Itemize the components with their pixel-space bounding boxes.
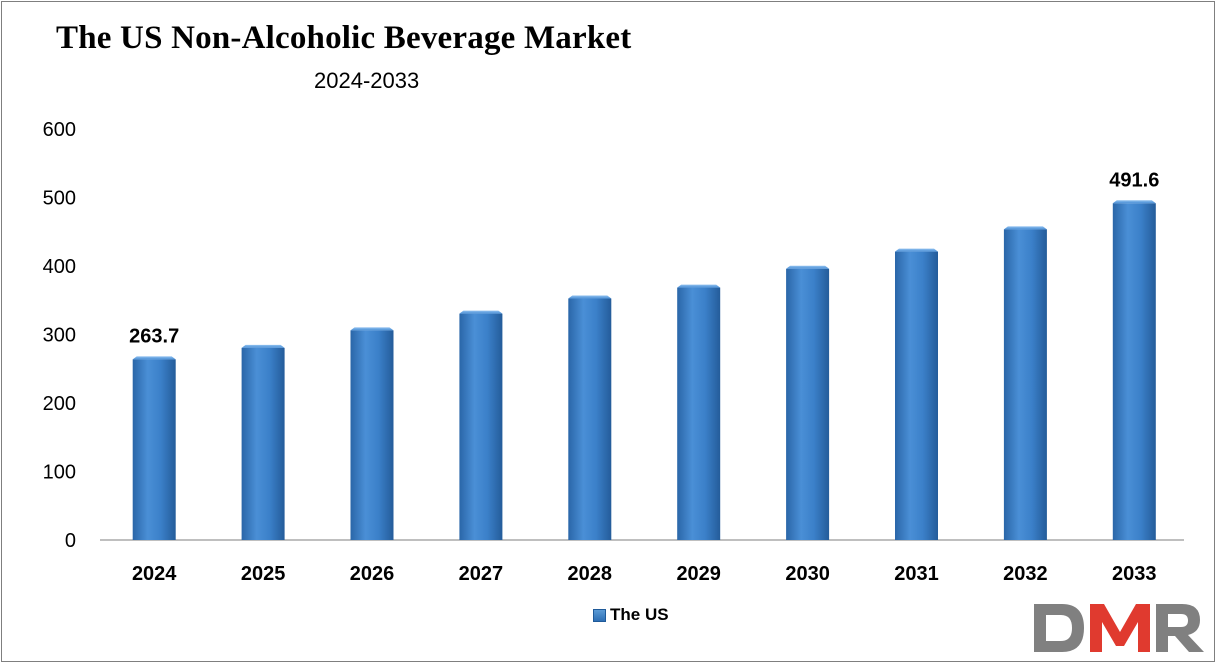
- bar: [1112, 203, 1156, 540]
- y-tick-label: 300: [43, 325, 76, 347]
- x-tick-label: 2031: [894, 563, 939, 585]
- x-tick-label: 2028: [568, 563, 613, 585]
- legend-label: The US: [610, 605, 669, 624]
- y-tick-label: 0: [65, 530, 76, 552]
- bar-group: [132, 356, 176, 540]
- data-label: 263.7: [129, 325, 179, 347]
- bar-group: [677, 284, 721, 540]
- bar: [132, 359, 176, 540]
- x-tick-label: 2025: [241, 563, 286, 585]
- bar-cap: [568, 295, 612, 299]
- x-tick-label: 2030: [785, 563, 830, 585]
- bar-group: [786, 265, 830, 540]
- dmr-logo: [1034, 604, 1204, 652]
- bar: [786, 268, 830, 540]
- y-tick-label: 400: [43, 256, 76, 278]
- bar-group: [350, 327, 394, 540]
- bar-cap: [895, 248, 938, 252]
- bar-cap: [677, 284, 721, 288]
- y-tick-label: 500: [43, 188, 76, 210]
- x-tick-label: 2026: [350, 563, 395, 585]
- bar-group: [241, 344, 285, 540]
- legend-swatch: [593, 608, 606, 622]
- bar-group: [568, 295, 612, 540]
- bar: [677, 287, 721, 540]
- bar: [350, 330, 394, 540]
- x-tick-label: 2024: [132, 563, 177, 585]
- chart-title: The US Non-Alcoholic Beverage Market: [56, 20, 632, 56]
- bar-group: [459, 310, 503, 540]
- bar-cap: [241, 344, 285, 348]
- y-tick-label: 100: [43, 462, 76, 484]
- data-label: 491.6: [1109, 169, 1159, 191]
- bar: [568, 298, 612, 540]
- bar-cap: [459, 310, 503, 314]
- bar-cap: [1112, 200, 1156, 204]
- x-tick-label: 2032: [1003, 563, 1048, 585]
- bar: [895, 251, 938, 541]
- bar: [459, 313, 503, 540]
- bar-group: [1112, 200, 1156, 540]
- bar: [1003, 229, 1047, 541]
- x-tick-label: 2029: [676, 563, 721, 585]
- bar: [241, 347, 285, 540]
- x-tick-label: 2033: [1112, 563, 1157, 585]
- bar-group: [895, 248, 938, 541]
- y-tick-label: 200: [43, 393, 76, 415]
- bar-group: [1003, 226, 1047, 541]
- bar-cap: [1003, 226, 1047, 230]
- bar-cap: [350, 327, 394, 331]
- bar-cap: [786, 265, 830, 269]
- bar-cap: [132, 356, 176, 360]
- legend: The US: [593, 605, 669, 625]
- y-tick-label: 600: [43, 119, 76, 141]
- x-tick-label: 2027: [459, 563, 504, 585]
- chart-subtitle: 2024-2033: [314, 68, 420, 93]
